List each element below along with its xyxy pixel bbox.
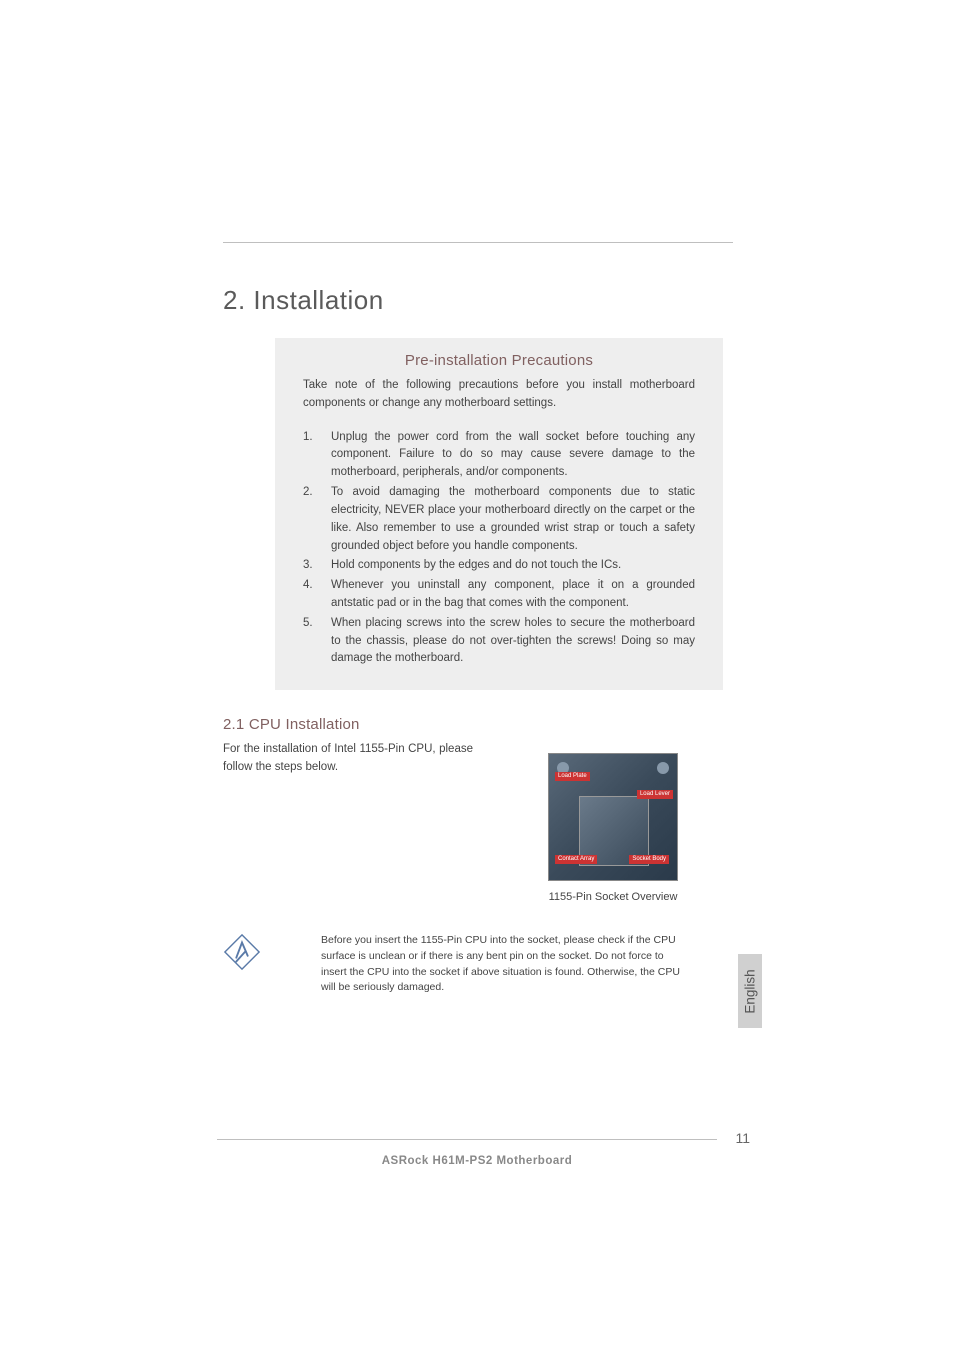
- cpu-install-text-col: For the installation of Intel 1155-Pin C…: [223, 741, 473, 777]
- precaution-item: When placing screws into the screw holes…: [303, 615, 695, 668]
- precaution-item: Hold components by the edges and do not …: [303, 557, 695, 575]
- precautions-box: Pre-installation Precautions Take note o…: [275, 338, 723, 690]
- note-row: Before you insert the 1155-Pin CPU into …: [223, 933, 733, 996]
- figure-tag-contact-array: Contact Array: [555, 855, 597, 864]
- top-rule: [223, 242, 733, 243]
- cpu-install-row: For the installation of Intel 1155-Pin C…: [223, 741, 733, 903]
- precautions-intro: Take note of the following precautions b…: [303, 377, 695, 413]
- precaution-item: Unplug the power cord from the wall sock…: [303, 429, 695, 482]
- note-text: Before you insert the 1155-Pin CPU into …: [321, 933, 691, 996]
- chapter-title: 2. Installation: [223, 285, 733, 316]
- socket-overview-figure: Load Plate Load Lever Contact Array Sock…: [548, 753, 678, 881]
- cpu-install-intro: For the installation of Intel 1155-Pin C…: [223, 741, 473, 777]
- precautions-heading: Pre-installation Precautions: [303, 352, 695, 369]
- figure-tag-load-lever: Load Lever: [637, 790, 673, 799]
- page-content: 2. Installation Pre-installation Precaut…: [223, 242, 733, 1036]
- figure-tag-socket-body: Socket Body: [629, 855, 669, 864]
- socket-corner: [657, 762, 669, 774]
- precaution-item: Whenever you uninstall any component, pl…: [303, 577, 695, 613]
- cpu-install-figure-col: Load Plate Load Lever Contact Array Sock…: [493, 741, 733, 903]
- precaution-item: To avoid damaging the motherboard compon…: [303, 484, 695, 555]
- footer-text: ASRock H61M-PS2 Motherboard: [0, 1155, 954, 1167]
- chapter-title-text: 2. Installation: [223, 285, 384, 315]
- figure-tag-load-plate: Load Plate: [555, 772, 590, 781]
- figure-caption: 1155-Pin Socket Overview: [549, 891, 678, 903]
- page-number: 11: [217, 1130, 750, 1146]
- precautions-list: Unplug the power cord from the wall sock…: [303, 429, 695, 669]
- language-tab-label: English: [743, 969, 758, 1013]
- language-tab: English: [738, 954, 762, 1028]
- section-heading: 2.1 CPU Installation: [223, 716, 733, 733]
- caution-icon: [223, 933, 261, 971]
